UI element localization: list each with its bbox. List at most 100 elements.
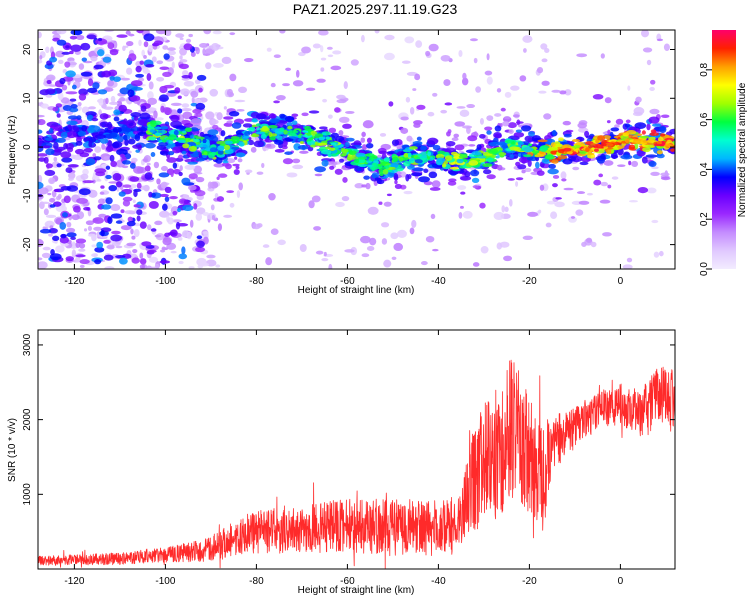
spectrogram-blob bbox=[550, 211, 558, 220]
spectrogram-blob bbox=[537, 139, 548, 143]
spectrogram-blob bbox=[541, 58, 548, 63]
spectrogram-blob bbox=[110, 204, 121, 212]
spectrogram-blob bbox=[177, 154, 183, 159]
spectrogram-blob bbox=[198, 262, 210, 267]
spectrogram-blob bbox=[150, 151, 156, 157]
spectrogram-blob bbox=[139, 264, 146, 269]
spectrogram-blob bbox=[192, 138, 200, 143]
spectrogram-blob bbox=[65, 256, 74, 262]
spectrogram-blob bbox=[131, 257, 140, 264]
spectrogram-blob bbox=[215, 156, 223, 164]
spectrogram-blob bbox=[148, 256, 159, 263]
spectrogram-blob bbox=[649, 108, 660, 115]
spectrogram-blob bbox=[528, 143, 533, 147]
spectrogram-blob bbox=[96, 241, 104, 249]
spectrogram-blob bbox=[279, 30, 286, 34]
spectrogram-blob bbox=[468, 160, 479, 166]
spectrogram-blob bbox=[279, 113, 286, 119]
spectrogram-blob bbox=[75, 238, 87, 244]
spectrogram-blob bbox=[283, 129, 288, 135]
spectrogram-blob bbox=[651, 166, 659, 170]
spectrogram-blob bbox=[107, 80, 115, 87]
spectrogram-blob bbox=[593, 179, 602, 186]
spectrogram-blob bbox=[167, 47, 176, 51]
spectrogram-blob bbox=[144, 172, 153, 180]
spectrogram-blob bbox=[606, 146, 614, 150]
spectrogram-blob bbox=[119, 97, 126, 102]
spectrogram-blob bbox=[666, 144, 674, 148]
spectrogram-blob bbox=[49, 198, 56, 203]
spectrogram-blob bbox=[480, 245, 489, 254]
spectrogram-blob bbox=[96, 178, 102, 182]
spectrogram-blob bbox=[347, 157, 356, 160]
spectrogram-blob bbox=[404, 36, 415, 44]
spectrogram-blob bbox=[321, 149, 332, 155]
spectrogram-blob bbox=[362, 120, 374, 129]
spectrogram-blob bbox=[417, 153, 423, 157]
spectrogram-blob bbox=[284, 115, 295, 122]
colorbar-tick-label: 0.0 bbox=[699, 262, 710, 276]
spectrogram-blob bbox=[167, 232, 177, 236]
spectrogram-blob bbox=[132, 248, 138, 254]
spectrogram-blob bbox=[383, 52, 395, 61]
spectrogram-blob bbox=[68, 107, 79, 113]
spectrogram-blob bbox=[501, 205, 506, 213]
spectrogram-blob bbox=[142, 158, 148, 162]
spectrogram-blob bbox=[160, 249, 166, 253]
spectrogram-blob bbox=[622, 264, 633, 269]
spectrogram-blob bbox=[43, 208, 49, 216]
spectrogram-blob bbox=[493, 211, 505, 221]
spectrogram-blob bbox=[109, 76, 115, 81]
spectrogram-blob bbox=[167, 150, 175, 156]
spectrogram-blob bbox=[154, 234, 162, 238]
spectrogram-blob bbox=[175, 33, 185, 38]
spectrogram-blob bbox=[579, 161, 589, 166]
spectrogram-blob bbox=[374, 177, 381, 181]
spectrogram-blob bbox=[390, 162, 399, 169]
spectrogram-blob bbox=[44, 169, 56, 177]
spectrogram-blob bbox=[378, 150, 388, 155]
spectrogram-blob bbox=[453, 133, 460, 138]
spectrogram-blob bbox=[91, 253, 98, 258]
spectrogram-blob bbox=[627, 85, 631, 91]
spectrogram-blob bbox=[110, 234, 122, 242]
spectrogram-blob bbox=[162, 139, 167, 143]
spectrogram-blob bbox=[75, 140, 83, 146]
spectrogram-blob bbox=[170, 170, 174, 178]
spectrogram-blob bbox=[52, 37, 60, 42]
spectrogram-blob bbox=[338, 116, 350, 123]
spectrogram-blob bbox=[53, 188, 60, 193]
spectrogram-blob bbox=[157, 142, 169, 147]
spectrogram-blob bbox=[179, 165, 183, 172]
spectrogram-blob bbox=[247, 139, 254, 146]
spectrogram-blob bbox=[75, 34, 85, 40]
spectrogram-blob bbox=[451, 137, 459, 141]
spectrogram-blob bbox=[61, 157, 73, 163]
spectrogram-blob bbox=[493, 132, 502, 139]
spectrogram-blob bbox=[400, 116, 409, 121]
y-tick: 3000 bbox=[22, 333, 675, 356]
spectrogram-blob bbox=[130, 86, 143, 91]
spectrogram-blob bbox=[86, 87, 98, 94]
spectrogram-blob bbox=[243, 57, 254, 63]
spectrogram-blob bbox=[98, 213, 107, 218]
spectrogram-blob bbox=[133, 116, 139, 121]
spectrogram-blob bbox=[357, 156, 368, 160]
spectrogram-blob bbox=[100, 185, 105, 189]
spectrogram-blob bbox=[599, 199, 611, 204]
spectrogram-blob bbox=[126, 242, 137, 247]
spectrogram-blob bbox=[286, 172, 298, 178]
spectrogram-blob bbox=[473, 57, 478, 64]
spectrogram-blob bbox=[414, 159, 423, 164]
spectrogram-blob bbox=[606, 148, 612, 155]
spectrogram-blob bbox=[331, 152, 337, 157]
spectrogram-blob bbox=[223, 122, 234, 127]
spectrogram-blob bbox=[536, 170, 545, 176]
spectrogram-blob bbox=[87, 225, 92, 231]
spectrogram-blob bbox=[378, 201, 383, 205]
spectrogram-blob bbox=[301, 46, 311, 54]
spectrogram-blob bbox=[193, 203, 198, 210]
spectrogram-blob bbox=[38, 114, 45, 118]
spectrogram-blob bbox=[641, 30, 650, 38]
spectrogram-blob bbox=[83, 147, 93, 153]
